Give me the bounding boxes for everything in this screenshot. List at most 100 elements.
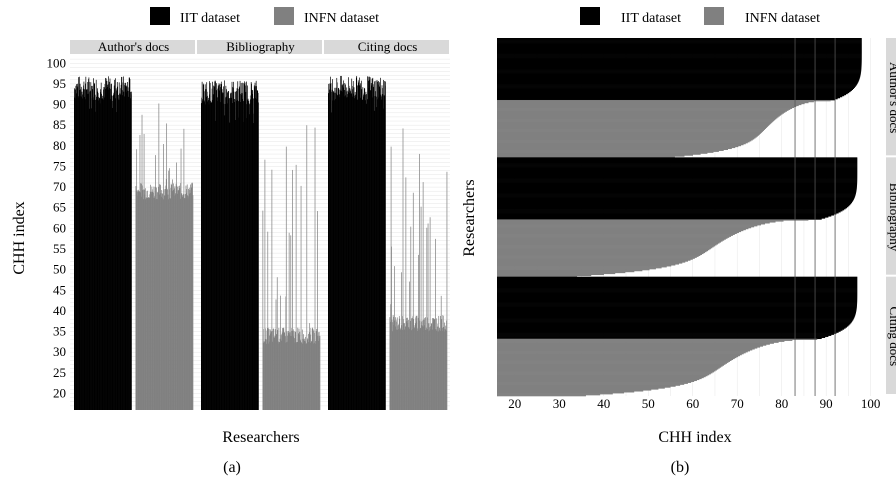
bar: [98, 97, 99, 410]
bar: [116, 112, 118, 410]
bar: [281, 334, 283, 410]
bar: [268, 343, 269, 410]
bar: [274, 335, 276, 410]
bar: [400, 327, 402, 410]
bar: [497, 271, 626, 274]
bar: [392, 315, 394, 410]
legend-b: IIT dataset INFN dataset: [580, 7, 820, 26]
bar: [497, 163, 858, 165]
bar: [202, 101, 204, 410]
bar: [497, 192, 857, 194]
bar: [233, 81, 234, 411]
bar: [497, 281, 858, 284]
bar: [497, 148, 729, 150]
bar: [497, 220, 784, 222]
bar: [379, 88, 381, 411]
bar: [329, 99, 330, 410]
bar: [433, 318, 435, 410]
bar: [438, 315, 440, 410]
bar: [295, 164, 297, 410]
bar: [232, 103, 234, 411]
bar: [412, 316, 414, 410]
bar: [89, 108, 91, 410]
bar: [497, 284, 858, 287]
bar: [202, 83, 204, 410]
bar: [270, 331, 272, 410]
bar: [212, 99, 214, 410]
bar: [497, 75, 861, 77]
bar: [412, 329, 413, 410]
bar: [398, 324, 399, 410]
bar: [497, 121, 773, 123]
bar: [349, 92, 350, 410]
bar: [111, 83, 112, 410]
y-tick-label: 40: [53, 303, 66, 318]
bar: [277, 330, 278, 410]
bar: [353, 87, 355, 411]
panel-b-ylabel: Researchers: [461, 179, 478, 256]
bar: [219, 90, 221, 411]
bar: [497, 234, 733, 236]
bar: [497, 175, 858, 178]
bar: [497, 168, 858, 171]
bar: [154, 186, 156, 410]
bar: [497, 186, 857, 188]
bar: [123, 91, 125, 411]
bar: [497, 339, 793, 341]
bar: [169, 168, 170, 410]
bar: [283, 332, 285, 410]
bar: [305, 336, 306, 410]
panel-a-chart: 20 25 30 35 40 45 50 55 60 65 70 75 80 85 90 95 100 Autho…: [47, 39, 450, 411]
bar: [183, 198, 185, 410]
bar: [497, 79, 860, 81]
bar: [178, 190, 179, 410]
bar: [289, 334, 290, 410]
bar: [151, 186, 153, 410]
y-tick-label: 25: [53, 365, 66, 380]
legend-a-infn-label: INFN dataset: [304, 11, 379, 26]
y-tick-label: 50: [53, 262, 66, 277]
bar: [242, 98, 243, 410]
bar: [497, 61, 862, 64]
bar: [352, 89, 353, 410]
bar: [295, 332, 297, 410]
bar: [74, 88, 75, 410]
bar: [82, 88, 84, 410]
bar: [135, 190, 137, 410]
bar: [120, 84, 122, 411]
bar: [349, 89, 351, 410]
bar: [269, 341, 270, 410]
bar: [207, 95, 208, 411]
bar: [497, 153, 701, 155]
bar: [241, 95, 242, 410]
x-tick-label: 80: [775, 396, 788, 411]
bar: [249, 103, 251, 411]
bar: [385, 81, 386, 411]
bar: [217, 101, 218, 411]
bar: [246, 118, 248, 410]
bar: [129, 77, 130, 410]
bar: [86, 89, 88, 410]
facet-label: Bibliography: [887, 183, 896, 252]
bar: [329, 83, 331, 410]
bar: [318, 331, 320, 410]
bar: [87, 82, 89, 410]
bar: [272, 330, 274, 410]
bar: [319, 338, 320, 410]
bar: [497, 368, 719, 370]
bar: [362, 99, 363, 410]
bar: [123, 96, 125, 410]
bar: [336, 77, 338, 410]
bar: [497, 291, 858, 293]
bar: [384, 85, 386, 411]
bar: [293, 336, 295, 410]
bar: [120, 94, 121, 410]
bar: [230, 92, 232, 411]
bar: [115, 98, 117, 410]
bar: [497, 366, 722, 368]
bar: [497, 100, 831, 102]
bar: [361, 89, 363, 411]
bar: [330, 76, 331, 410]
bar: [429, 217, 431, 410]
bar: [237, 99, 238, 410]
